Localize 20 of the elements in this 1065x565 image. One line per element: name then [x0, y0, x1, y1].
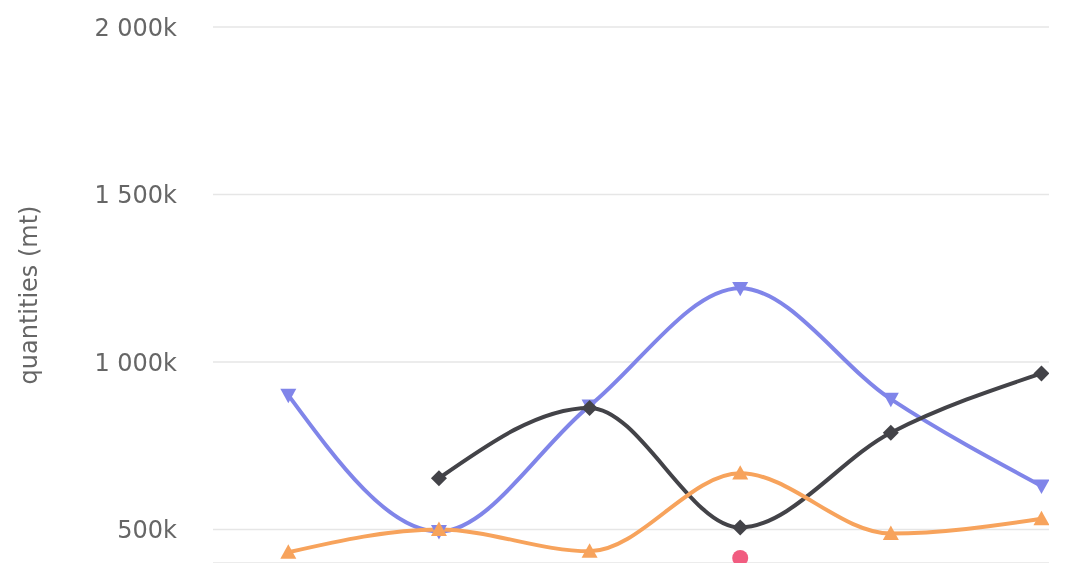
point	[430, 521, 447, 536]
point	[280, 388, 297, 404]
point	[732, 465, 749, 480]
point	[882, 392, 899, 408]
y-tick-label: 1 500k	[94, 181, 178, 210]
y-axis-title: quantities (mt)	[14, 205, 43, 385]
point	[1033, 510, 1049, 526]
y-tick-label: 2 000k	[94, 13, 178, 42]
y-tick-label: 1 000k	[94, 348, 178, 377]
point	[882, 525, 899, 540]
point	[732, 549, 749, 563]
point	[732, 281, 749, 297]
point	[430, 470, 447, 487]
point	[732, 519, 749, 536]
y-tick-label: 500k	[117, 516, 178, 545]
point	[1033, 479, 1049, 494]
point	[1033, 365, 1049, 382]
point	[581, 543, 598, 558]
point	[280, 544, 297, 559]
point	[882, 424, 899, 441]
